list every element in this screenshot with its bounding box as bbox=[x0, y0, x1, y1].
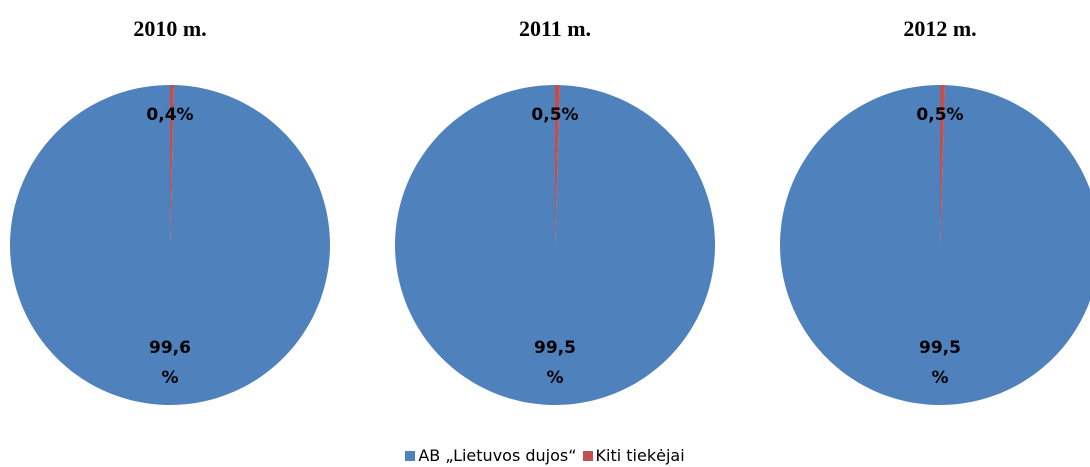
pie-slice bbox=[170, 85, 175, 245]
chart-title: 2012 m. bbox=[903, 16, 977, 41]
legend: AB „Lietuvos dujos“ Kiti tiekėjai bbox=[0, 446, 1090, 465]
value-label: 99,6 % bbox=[149, 338, 191, 388]
pie-slice bbox=[9, 85, 330, 405]
pie-slice bbox=[394, 85, 715, 405]
pie-slice bbox=[555, 85, 561, 245]
chart-title: 2010 m. bbox=[133, 16, 207, 41]
legend-swatch bbox=[582, 451, 593, 461]
value-label: 0,5% bbox=[916, 105, 964, 125]
value-label: 0,4% bbox=[146, 105, 194, 125]
pie-slice bbox=[780, 85, 1090, 405]
legend-item: Kiti tiekėjai bbox=[582, 446, 685, 465]
pie-slice bbox=[940, 85, 946, 245]
value-label: 0,5% bbox=[531, 105, 579, 125]
legend-label: AB „Lietuvos dujos“ bbox=[418, 446, 577, 465]
value-label: 99,5 % bbox=[534, 338, 576, 388]
legend-swatch bbox=[405, 451, 416, 461]
chart-title: 2011 m. bbox=[518, 16, 592, 41]
legend-label: Kiti tiekėjai bbox=[595, 446, 685, 465]
value-label: 99,5 % bbox=[919, 338, 961, 388]
legend-item: AB „Lietuvos dujos“ bbox=[405, 446, 577, 465]
